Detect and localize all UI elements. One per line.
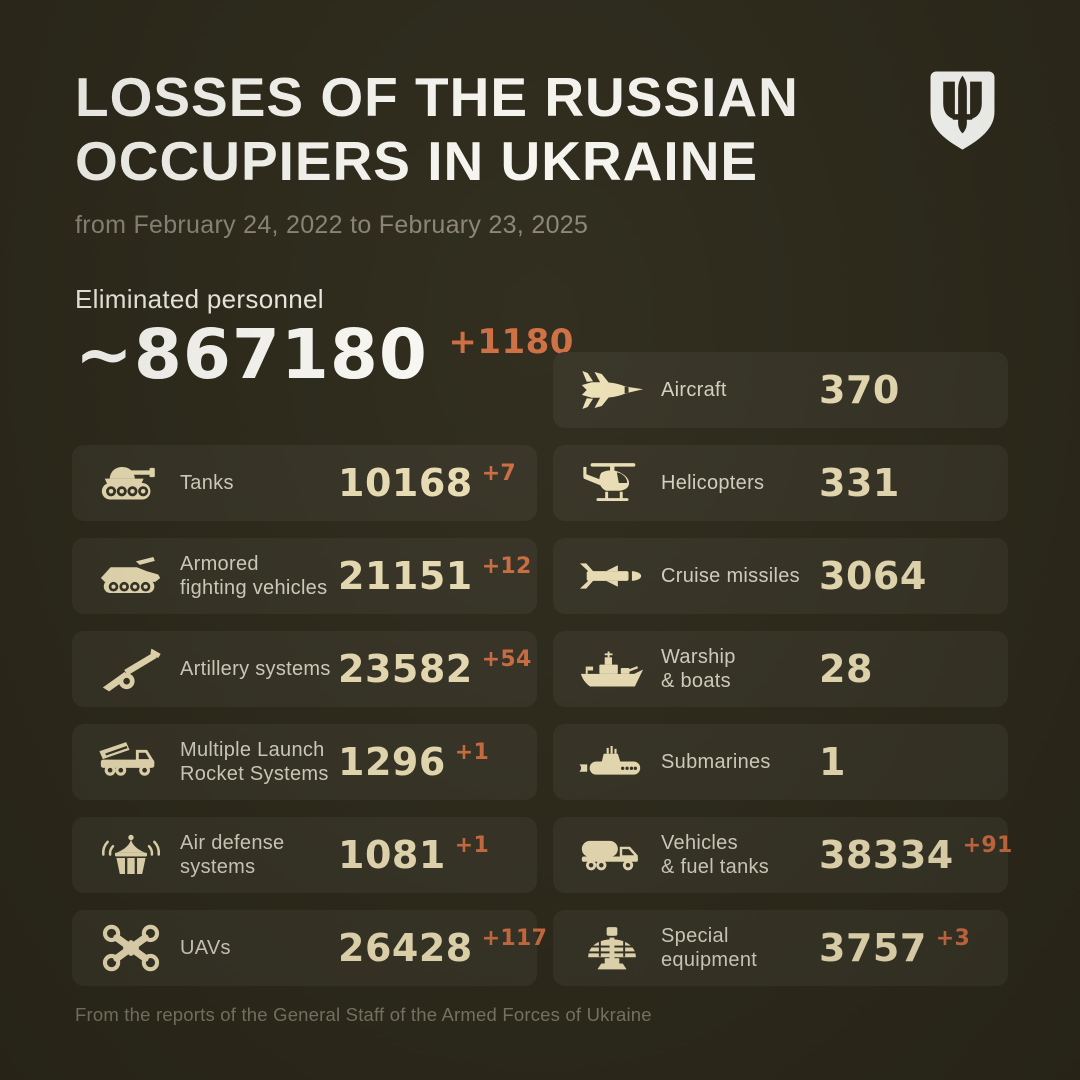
uav-drone-icon — [96, 921, 174, 975]
stat-delta: +1 — [454, 832, 490, 858]
helicopter-icon — [577, 456, 655, 510]
page-title: LOSSES OF THE RUSSIAN OCCUPIERS IN UKRAI… — [75, 66, 799, 194]
personnel-label: Eliminated personnel — [75, 284, 324, 314]
stats-column-left: Tanks 10168 +7 Armored fighting vehicles… — [72, 445, 547, 986]
special-equipment-icon — [577, 921, 655, 975]
stat-card-helicopters: Helicopters 331 — [553, 445, 1008, 521]
submarine-icon — [577, 735, 655, 789]
stat-value: 331 — [819, 461, 900, 505]
stat-value: 10168 — [338, 461, 473, 505]
stat-value: 370 — [819, 368, 900, 412]
ukraine-trident-shield-icon — [929, 70, 996, 151]
stat-label: Cruise missiles — [661, 565, 800, 587]
stat-card-warship-boats: Warship & boats 28 — [553, 631, 1008, 707]
stat-label: Armored fighting vehicles — [180, 553, 328, 599]
stat-card-tanks: Tanks 10168 +7 — [72, 445, 537, 521]
fighter-jet-icon — [577, 363, 655, 417]
cruise-missile-icon — [577, 549, 655, 603]
stat-value: 1 — [819, 740, 846, 784]
stat-card-artillery-systems: Artillery systems 23582 +54 — [72, 631, 537, 707]
mlrs-icon — [96, 735, 174, 789]
stat-value: 23582 — [338, 647, 473, 691]
stat-value: 1296 — [338, 740, 446, 784]
header: LOSSES OF THE RUSSIAN OCCUPIERS IN UKRAI… — [75, 66, 799, 240]
stat-label: Tanks — [180, 472, 234, 494]
stat-delta: +91 — [962, 832, 1013, 858]
personnel-value: ~867180 — [75, 315, 428, 395]
artillery-icon — [96, 642, 174, 696]
warship-icon — [577, 642, 655, 696]
stat-delta: +12 — [481, 553, 532, 579]
stat-label: Submarines — [661, 751, 771, 773]
stat-label: Aircraft — [661, 379, 727, 401]
stat-value: 1081 — [338, 833, 446, 877]
stat-card-air-defense: Air defense systems 1081 +1 — [72, 817, 537, 893]
stats-column-right: Aircraft 370 — [553, 352, 1012, 986]
personnel-delta: +1180 — [448, 322, 574, 362]
source-attribution: From the reports of the General Staff of… — [75, 1004, 652, 1025]
stat-delta: +7 — [481, 460, 517, 486]
fuel-truck-icon — [577, 828, 655, 882]
stat-card-mlrs: Multiple Launch Rocket Systems 1296 +1 — [72, 724, 537, 800]
title-line-1: LOSSES OF THE RUSSIAN — [75, 66, 799, 128]
stat-value: 21151 — [338, 554, 473, 598]
stat-card-submarines: Submarines 1 — [553, 724, 1008, 800]
stat-label: UAVs — [180, 937, 231, 959]
stat-value: 38334 — [819, 833, 954, 877]
date-range-subtitle: from February 24, 2022 to February 23, 2… — [75, 210, 589, 239]
stat-label: Special equipment — [661, 925, 758, 971]
stat-label: Warship & boats — [661, 646, 736, 692]
stat-delta: +1 — [454, 739, 490, 765]
stat-card-aircraft: Aircraft 370 — [553, 352, 1008, 428]
stat-value: 3757 — [819, 926, 927, 970]
tank-icon — [96, 456, 174, 510]
personnel-row: ~867180 +1180 — [75, 321, 574, 390]
stat-card-armored-fighting-vehicles: Armored fighting vehicles 21151 +12 — [72, 538, 537, 614]
stat-delta: +54 — [481, 646, 532, 672]
stat-label: Artillery systems — [180, 658, 331, 680]
stat-label: Helicopters — [661, 472, 765, 494]
stat-card-vehicles-fuel-tanks: Vehicles & fuel tanks 38334 +91 — [553, 817, 1012, 893]
stat-value: 28 — [819, 647, 873, 691]
stat-label: Vehicles & fuel tanks — [661, 832, 770, 878]
title-line-2: OCCUPIERS IN UKRAINE — [75, 129, 759, 192]
stat-value: 3064 — [819, 554, 927, 598]
stat-label: Multiple Launch Rocket Systems — [180, 739, 329, 785]
stat-label: Air defense systems — [180, 832, 285, 878]
stat-card-cruise-missiles: Cruise missiles 3064 — [553, 538, 1008, 614]
air-defense-icon — [96, 828, 174, 882]
stat-delta: +3 — [935, 925, 971, 951]
stat-card-special-equipment: Special equipment 3757 +3 — [553, 910, 1008, 986]
stat-card-uavs: UAVs 26428 +117 — [72, 910, 547, 986]
armored-fighting-vehicle-icon — [96, 549, 174, 603]
stat-delta: +117 — [481, 925, 548, 951]
eliminated-personnel-block: Eliminated personnel ~867180 +1180 — [75, 284, 574, 390]
stat-value: 26428 — [338, 926, 473, 970]
